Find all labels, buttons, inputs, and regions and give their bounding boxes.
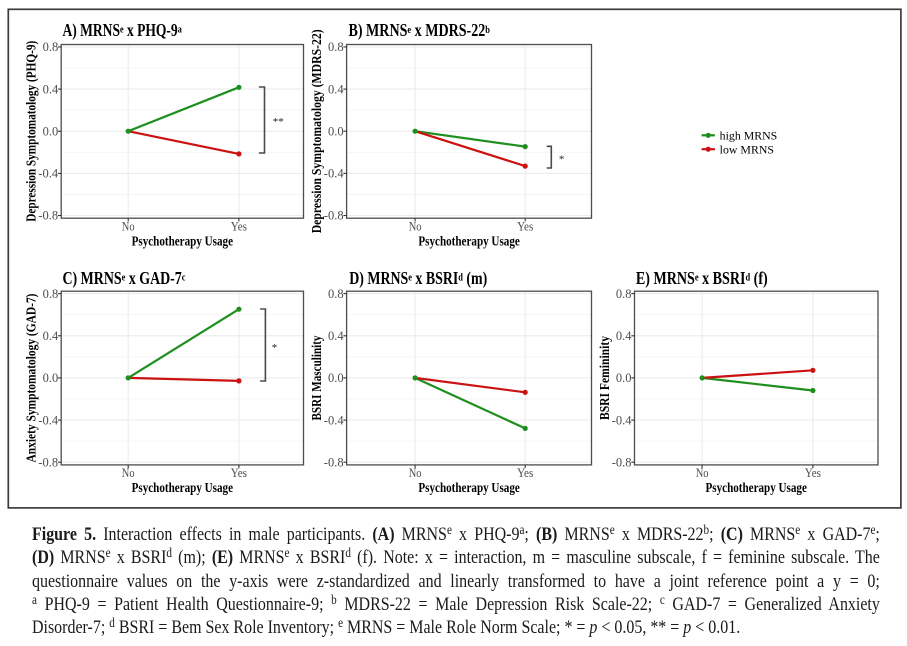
svg-text:-0.8: -0.8 xyxy=(38,455,58,469)
svg-text:B) MRNSe x MDRS-22b: B) MRNSe x MDRS-22b xyxy=(349,22,490,41)
svg-text:Psychotherapy Usage: Psychotherapy Usage xyxy=(132,234,234,249)
svg-text:Yes: Yes xyxy=(231,466,247,480)
svg-text:Yes: Yes xyxy=(231,220,247,234)
svg-text:-0.4: -0.4 xyxy=(324,167,345,181)
svg-text:-0.4: -0.4 xyxy=(38,413,59,427)
svg-text:-0.4: -0.4 xyxy=(324,413,345,427)
svg-text:No: No xyxy=(122,466,135,480)
svg-text:0.4: 0.4 xyxy=(328,329,344,343)
svg-text:A) MRNSe x PHQ-9a: A) MRNSe x PHQ-9a xyxy=(63,22,183,41)
svg-text:0.4: 0.4 xyxy=(43,329,59,343)
svg-text:-0.4: -0.4 xyxy=(612,413,633,427)
svg-text:No: No xyxy=(122,220,135,234)
svg-text:-0.8: -0.8 xyxy=(324,455,344,469)
svg-text:-0.4: -0.4 xyxy=(38,167,59,181)
svg-text:0.8: 0.8 xyxy=(43,287,59,301)
svg-text:**: ** xyxy=(273,116,284,128)
svg-text:E) MRNSe x BSRId (f): E) MRNSe x BSRId (f) xyxy=(636,269,768,288)
svg-text:BSRI Masculinity: BSRI Masculinity xyxy=(309,335,324,420)
svg-text:BSRI Femininity: BSRI Femininity xyxy=(597,336,612,420)
svg-text:0.0: 0.0 xyxy=(43,371,59,385)
svg-text:No: No xyxy=(409,466,422,480)
svg-text:Psychotherapy Usage: Psychotherapy Usage xyxy=(418,234,520,249)
svg-text:low MRNS: low MRNS xyxy=(720,143,774,157)
svg-text:-0.8: -0.8 xyxy=(38,209,58,223)
svg-text:Yes: Yes xyxy=(517,466,533,480)
svg-text:0.8: 0.8 xyxy=(328,40,344,54)
svg-text:Anxiety Symptomatology (GAD-7): Anxiety Symptomatology (GAD-7) xyxy=(24,294,39,463)
svg-text:high MRNS: high MRNS xyxy=(720,129,778,143)
svg-text:0.0: 0.0 xyxy=(328,124,344,138)
svg-text:Yes: Yes xyxy=(517,220,533,234)
svg-text:Psychotherapy Usage: Psychotherapy Usage xyxy=(418,480,520,495)
svg-text:No: No xyxy=(409,220,422,234)
svg-text:Yes: Yes xyxy=(805,466,821,480)
svg-text:No: No xyxy=(696,466,709,480)
svg-text:*: * xyxy=(559,154,565,166)
svg-text:0.0: 0.0 xyxy=(328,371,344,385)
svg-text:0.8: 0.8 xyxy=(328,287,344,301)
svg-text:-0.8: -0.8 xyxy=(612,455,632,469)
svg-text:0.0: 0.0 xyxy=(43,124,59,138)
svg-text:Depression Symptomatology (MDR: Depression Symptomatology (MDRS-22) xyxy=(309,29,324,233)
svg-text:0.8: 0.8 xyxy=(43,40,59,54)
svg-text:Psychotherapy Usage: Psychotherapy Usage xyxy=(132,480,234,495)
svg-text:-0.8: -0.8 xyxy=(324,209,344,223)
svg-text:0.0: 0.0 xyxy=(616,371,632,385)
svg-text:0.4: 0.4 xyxy=(328,82,344,96)
svg-text:0.4: 0.4 xyxy=(43,82,59,96)
svg-text:Depression Symptomatology (PHQ: Depression Symptomatology (PHQ-9) xyxy=(24,41,39,222)
svg-text:D) MRNSe x BSRId (m): D) MRNSe x BSRId (m) xyxy=(349,269,487,288)
svg-text:*: * xyxy=(272,342,278,354)
svg-text:Psychotherapy Usage: Psychotherapy Usage xyxy=(706,480,808,495)
svg-text:0.4: 0.4 xyxy=(616,329,632,343)
svg-text:0.8: 0.8 xyxy=(616,287,632,301)
svg-text:C) MRNSe x GAD-7c: C) MRNSe x GAD-7c xyxy=(63,269,186,288)
